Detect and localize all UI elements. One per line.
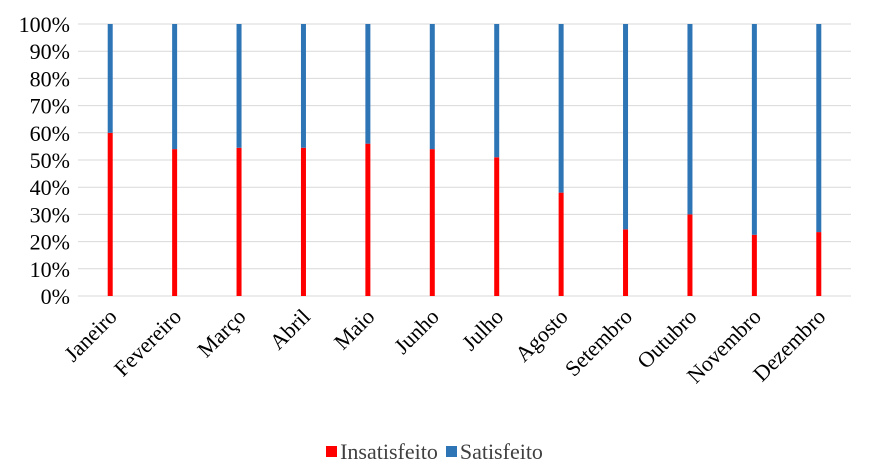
legend-item-insatisfeito: Insatisfeito: [326, 439, 438, 465]
bar-satisfeito-março: [236, 24, 242, 148]
legend-swatch: [445, 446, 457, 457]
bar-satisfeito-novembro: [751, 24, 757, 235]
bar-satisfeito-setembro: [623, 24, 629, 230]
legend-swatch: [326, 446, 338, 457]
y-tick-label: 40%: [30, 175, 70, 200]
y-tick-label: 100%: [19, 12, 70, 37]
bar-satisfeito-junho: [429, 24, 435, 150]
bar-satisfeito-outubro: [687, 24, 693, 215]
bar-satisfeito-janeiro: [107, 24, 113, 133]
bar-insatisfeito-agosto: [558, 192, 564, 296]
stacked-percent-bar-chart: 0%10%20% 30%40%50%60%70% 80%90%100% Janeir…: [19, 12, 851, 388]
bar-insatisfeito-maio: [365, 143, 371, 296]
bar-insatisfeito-setembro: [623, 229, 629, 296]
x-tick-label: Agosto: [510, 304, 573, 367]
chart-legend: Insatisfeito Satisfeito: [0, 437, 869, 465]
y-tick-label: 70%: [30, 94, 70, 119]
y-tick-label: 0%: [41, 284, 70, 309]
y-tick-label: 60%: [30, 121, 70, 146]
bar-insatisfeito-fevereiro: [172, 149, 178, 296]
bar-satisfeito-dezembro: [816, 24, 822, 233]
legend-item-satisfeito: Satisfeito: [445, 438, 543, 465]
bar-insatisfeito-dezembro: [816, 232, 822, 296]
bar-insatisfeito-junho: [429, 149, 435, 296]
x-tick-label: Abril: [264, 304, 315, 355]
bar-insatisfeito-março: [236, 147, 242, 296]
bar-satisfeito-maio: [365, 24, 371, 144]
y-tick-label: 80%: [30, 66, 70, 91]
bars: [107, 24, 822, 296]
y-tick-label: 30%: [30, 202, 70, 227]
y-tick-label: 10%: [30, 257, 70, 282]
legend-label: Insatisfeito: [340, 438, 438, 464]
bar-insatisfeito-janeiro: [107, 132, 113, 296]
x-tick-label: Janeiro: [59, 304, 122, 367]
x-tick-label: Setembro: [560, 304, 637, 381]
x-tick-label: Fevereiro: [109, 304, 186, 381]
y-axis-tick-labels: 0%10%20% 30%40%50%60%70% 80%90%100%: [19, 12, 70, 309]
x-tick-label: Junho: [389, 304, 444, 359]
y-tick-label: 20%: [30, 230, 70, 255]
bar-satisfeito-agosto: [558, 24, 564, 193]
bar-satisfeito-fevereiro: [172, 24, 178, 150]
x-tick-label: Julho: [457, 304, 508, 355]
bar-satisfeito-julho: [494, 24, 500, 158]
x-tick-label: Março: [192, 304, 250, 362]
x-tick-label: Maio: [329, 304, 380, 355]
bar-satisfeito-abril: [300, 24, 306, 148]
bar-insatisfeito-julho: [494, 157, 500, 296]
bar-insatisfeito-outubro: [687, 214, 693, 296]
y-tick-label: 90%: [30, 39, 70, 64]
y-tick-label: 50%: [30, 148, 70, 173]
bar-insatisfeito-novembro: [751, 234, 757, 296]
gridlines: [78, 23, 851, 297]
bar-insatisfeito-abril: [300, 147, 306, 296]
legend-label: Satisfeito: [459, 438, 543, 464]
